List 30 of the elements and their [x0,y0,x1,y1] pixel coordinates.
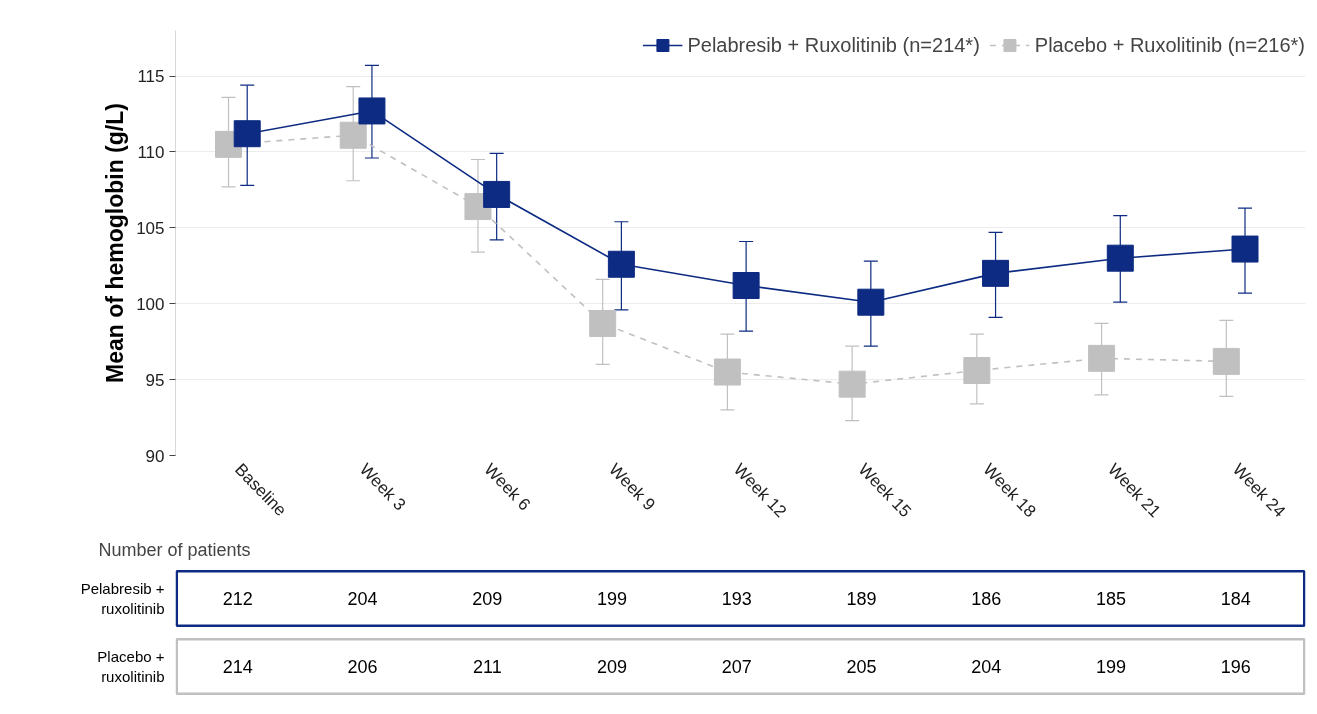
data-label: 211 [472,657,502,677]
data-label: 206 [347,657,378,677]
data-label: 204 [971,657,1002,677]
data-label: 214 [222,657,253,677]
data-label: 204 [347,589,378,609]
data-label: 186 [971,589,1002,609]
y-tick-label: 105 [136,218,165,238]
y-tick-label: 90 [145,446,165,466]
data-label: 205 [846,657,877,677]
legend-label: Placebo + Ruxolitinib (n=216*) [1034,33,1305,57]
data-label: 199 [1095,657,1126,677]
y-tick-label: 115 [137,67,165,87]
y-tick-label: 100 [136,294,165,314]
data-label: 193 [721,589,752,609]
data-label: 184 [1220,589,1251,609]
data-label: 207 [721,657,752,677]
y-tick-label: 110 [137,142,165,162]
data-label: 189 [846,589,877,609]
data-label: 209 [597,657,628,677]
data-label: 185 [1095,589,1126,609]
data-label: 209 [472,589,503,609]
chart-title: Number of patients [98,539,251,560]
y-axis-title: Mean of hemoglobin (g/L) [102,103,129,383]
data-label: 199 [597,589,628,609]
data-label: 212 [222,589,253,609]
legend-label: Pelabresib + Ruxolitinib (n=214*) [687,33,980,57]
y-tick-label: Pelabresib + ruxolitinib [80,579,165,618]
y-tick-label: 95 [145,370,165,390]
data-label: 196 [1220,657,1251,677]
y-tick-label: Placebo + ruxolitinib [97,647,165,686]
